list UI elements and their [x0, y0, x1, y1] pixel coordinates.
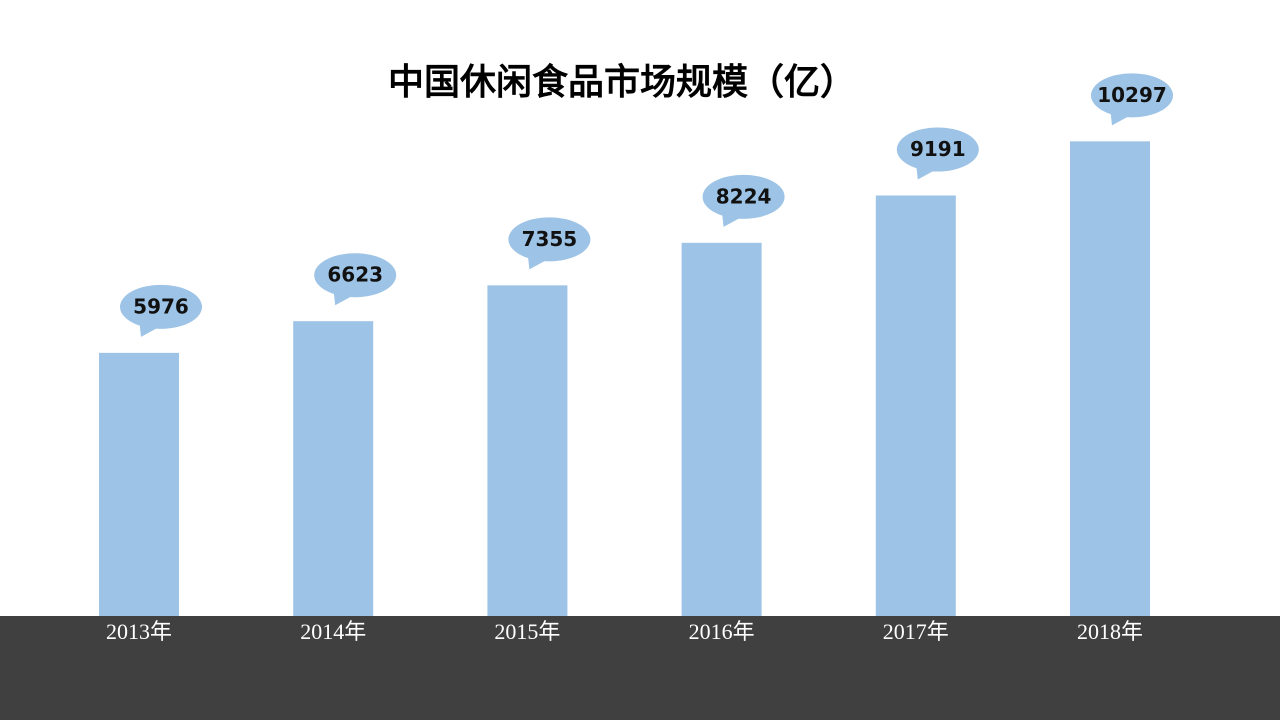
x-tick-label: 2016年 [689, 619, 755, 644]
x-tick-label: 2013年 [106, 619, 172, 644]
bar [1070, 141, 1150, 616]
footer-band [0, 616, 1280, 720]
callout-bubble [896, 127, 979, 172]
value-label: 10297 [1097, 83, 1167, 107]
callout-bubble [314, 253, 397, 298]
callout-bubble [702, 174, 785, 219]
value-label: 6623 [327, 263, 383, 287]
bar [99, 352, 179, 616]
value-label: 9191 [910, 137, 966, 161]
callout-bubble [120, 284, 202, 329]
callout-bubble [508, 217, 591, 262]
x-tick-label: 2014年 [300, 619, 366, 644]
x-tick-label: 2015年 [494, 619, 560, 644]
x-tick-label: 2017年 [883, 619, 949, 644]
bar [875, 195, 956, 616]
value-label: 7355 [522, 227, 578, 251]
x-tick-label: 2018年 [1077, 619, 1143, 644]
bar [293, 321, 374, 616]
value-label: 5976 [133, 294, 189, 318]
chart-title: 中国休闲食品市场规模（亿） [388, 62, 856, 103]
bar [487, 285, 568, 616]
bar [681, 242, 762, 616]
callout-bubble [1091, 73, 1173, 118]
value-label: 8224 [716, 184, 772, 208]
